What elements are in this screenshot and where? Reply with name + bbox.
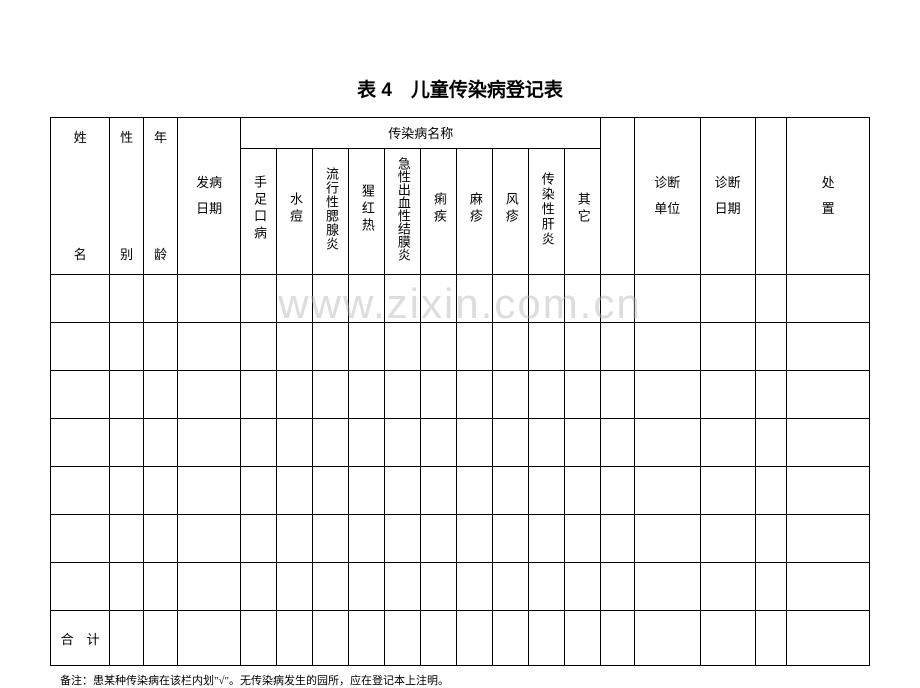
- table-row: [51, 515, 870, 563]
- header-disease-6: 痢疾: [421, 148, 457, 274]
- header-disposition: 处 置: [787, 118, 870, 275]
- table-row: [51, 275, 870, 323]
- header-disease-4: 猩红热: [349, 148, 385, 274]
- header-disease-9: 传染性肝炎: [529, 148, 565, 274]
- table-row: [51, 563, 870, 611]
- header-disease-3: 流行性腮腺炎: [313, 148, 349, 274]
- header-gender: 性 别: [110, 118, 144, 275]
- header-disease-10: 其它: [565, 148, 601, 274]
- page-title: 表 4 儿童传染病登记表: [50, 75, 870, 102]
- header-blank-2: [755, 118, 787, 275]
- table-row: [51, 371, 870, 419]
- header-disease-5: 急性出血性结膜炎: [385, 148, 421, 274]
- table-row: [51, 323, 870, 371]
- header-onset-date: 发病 日期: [177, 118, 240, 275]
- header-disease-8: 风疹: [493, 148, 529, 274]
- footnote: 备注：患某种传染病在该栏内划"√"。无传染病发生的园所，应在登记本上注明。: [50, 666, 870, 688]
- table-row: [51, 419, 870, 467]
- table-row: [51, 467, 870, 515]
- header-blank-1: [601, 118, 635, 275]
- header-diag-unit: 诊断 单位: [635, 118, 701, 275]
- header-disease-2: 水痘: [277, 148, 313, 274]
- total-label: 合 计: [51, 611, 110, 666]
- header-diag-date: 诊断 日期: [700, 118, 755, 275]
- header-age: 年 龄: [144, 118, 178, 275]
- registration-table: 姓 名 性 别 年 龄 发病 日期 传染病名称 诊断 单位 诊断 日期 处 置 …: [50, 117, 870, 666]
- header-disease-group: 传染病名称: [241, 118, 601, 149]
- header-disease-1: 手足口病: [241, 148, 277, 274]
- header-name: 姓 名: [51, 118, 110, 275]
- header-disease-7: 麻疹: [457, 148, 493, 274]
- table-total-row: 合 计: [51, 611, 870, 666]
